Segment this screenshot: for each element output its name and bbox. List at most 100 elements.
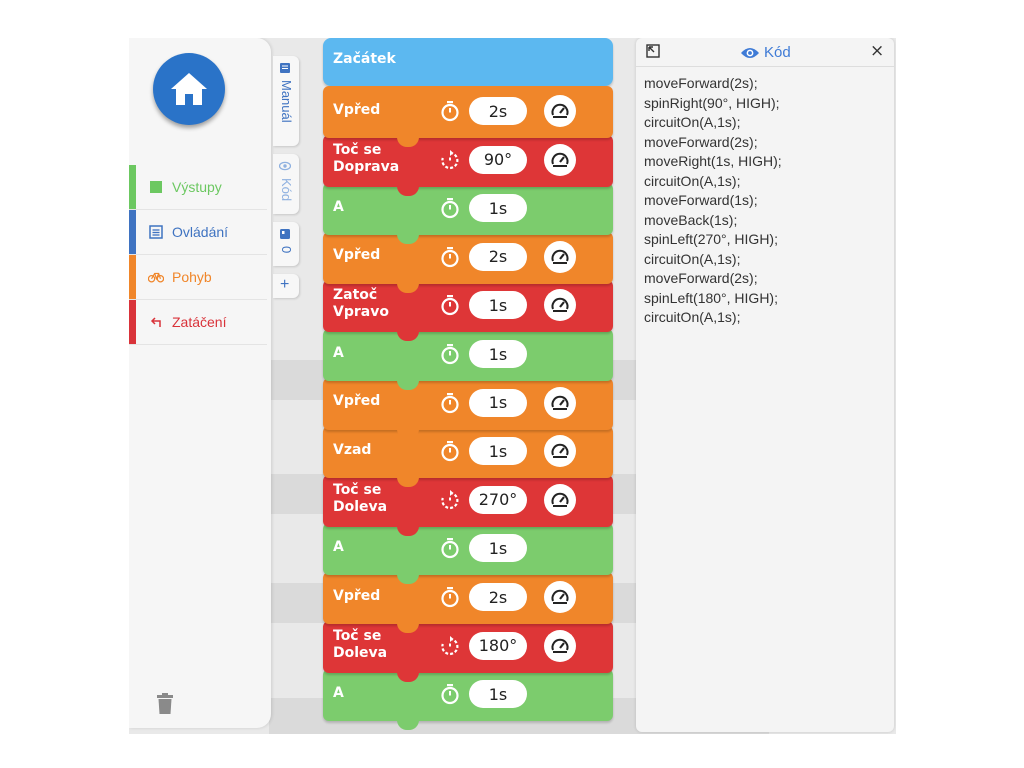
code-line: moveForward(1s); (644, 192, 758, 208)
eye-icon (741, 47, 759, 58)
program-block[interactable]: Toč se Doleva 180° (323, 620, 613, 682)
block-connector (397, 477, 419, 488)
block-connector (397, 137, 419, 147)
speedometer-icon[interactable] (544, 289, 576, 322)
block-value-input[interactable]: 90° (469, 145, 527, 174)
tab-zero[interactable]: 0 (273, 222, 299, 266)
code-listing: moveForward(2s); spinRight(90°, HIGH); cir… (644, 74, 782, 328)
code-line: moveForward(2s); (644, 270, 758, 286)
category-label: Zatáčení (172, 314, 227, 330)
block-label: Toč se Doprava (333, 141, 400, 175)
block-value-input[interactable]: 1s (469, 680, 527, 709)
block-value-input[interactable]: 270° (469, 485, 527, 514)
speedometer-icon[interactable] (544, 143, 576, 176)
stopwatch-icon (439, 440, 461, 462)
start-block[interactable]: Začátek (323, 38, 613, 86)
block-label: Toč se Doleva (333, 627, 388, 661)
stopwatch-icon (439, 197, 461, 219)
block-connector (397, 185, 419, 196)
stopwatch-icon (439, 683, 461, 705)
block-label: Vpřed (333, 587, 381, 604)
expand-icon[interactable] (646, 44, 660, 58)
program-block[interactable]: A 1s (323, 329, 613, 390)
square-icon (148, 179, 164, 195)
home-button[interactable] (153, 53, 225, 125)
code-line: spinLeft(270°, HIGH); (644, 231, 778, 247)
category-vystupy[interactable]: Výstupy (129, 165, 267, 210)
category-color-bar (129, 300, 136, 344)
speedometer-icon[interactable] (544, 483, 576, 516)
category-zataceni[interactable]: Zatáčení (129, 300, 267, 345)
program-block[interactable]: A 1s (323, 523, 613, 585)
block-value-input[interactable]: 180° (469, 631, 527, 660)
speedometer-icon[interactable] (544, 629, 576, 662)
category-ovladani[interactable]: Ovládání (129, 210, 267, 255)
program-block[interactable]: A 1s (323, 183, 613, 245)
speedometer-icon[interactable] (544, 386, 576, 419)
rotate-icon (439, 635, 461, 657)
rotate-icon (439, 489, 461, 511)
program-block[interactable]: Vpřed 2s (323, 572, 613, 633)
speedometer-icon[interactable] (544, 240, 576, 273)
speedometer-icon[interactable] (544, 581, 576, 613)
close-button[interactable]: × (870, 41, 885, 61)
list-icon (148, 224, 164, 240)
block-connector (397, 380, 419, 390)
code-line: circuitOn(A,1s); (644, 114, 741, 130)
program-block[interactable]: Vzad 1s (323, 426, 613, 488)
code-line: moveForward(2s); (644, 75, 758, 91)
block-label: Toč se Doleva (333, 481, 388, 515)
eye-icon (279, 161, 291, 171)
stopwatch-icon (439, 537, 461, 559)
category-pohyb[interactable]: Pohyb (129, 255, 267, 300)
block-value-input[interactable]: 1s (469, 437, 527, 466)
program-block[interactable]: Vpřed 2s (323, 231, 613, 293)
block-value-input[interactable]: 1s (469, 340, 527, 368)
program-block[interactable]: Toč se Doprava 90° (323, 134, 613, 196)
block-value-input[interactable]: 2s (469, 583, 527, 611)
block-value-input[interactable]: 1s (469, 534, 527, 563)
trash-button[interactable] (156, 693, 174, 719)
stopwatch-icon (439, 100, 461, 122)
bicycle-icon (148, 269, 164, 285)
tab-add[interactable]: + (273, 274, 299, 298)
block-connector (397, 720, 419, 731)
speedometer-icon[interactable] (544, 435, 576, 468)
speedometer-icon[interactable] (544, 95, 576, 127)
code-line: circuitOn(A,1s); (644, 172, 741, 189)
stopwatch-icon (439, 294, 461, 316)
code-line: spinLeft(180°, HIGH); (644, 289, 778, 306)
program-block[interactable]: Vpřed 1s (323, 377, 613, 439)
start-block-label: Začátek (333, 51, 396, 67)
tab-manual-label: Manuál (279, 80, 294, 123)
program-block[interactable]: Vpřed 2s (323, 86, 613, 147)
code-line: spinRight(90°, HIGH); (644, 94, 780, 111)
block-label: Vzad (333, 441, 372, 458)
block-value-input[interactable]: 2s (469, 97, 527, 125)
app-workspace: Výstupy Ovládání Pohyb Zatáčení (129, 38, 896, 734)
stopwatch-icon (439, 586, 461, 608)
block-value-input[interactable]: 1s (469, 291, 527, 320)
tab-kod[interactable]: Kód (273, 154, 299, 214)
block-connector (397, 623, 419, 633)
sidebar: Výstupy Ovládání Pohyb Zatáčení (129, 38, 271, 728)
category-color-bar (129, 255, 136, 299)
block-label: Vpřed (333, 247, 381, 264)
tab-manual[interactable]: Manuál (273, 56, 299, 146)
block-label: Zatoč Vpravo (333, 287, 389, 321)
code-line: moveRight(1s, HIGH); (644, 153, 782, 169)
block-connector (397, 234, 419, 245)
block-connector (397, 428, 419, 439)
stopwatch-icon (439, 343, 461, 365)
block-label: Vpřed (333, 101, 381, 118)
block-value-input[interactable]: 2s (469, 242, 527, 271)
block-connector (397, 671, 419, 682)
program-block[interactable]: A 1s (323, 669, 613, 731)
block-connector (397, 282, 419, 293)
program-block[interactable]: Toč se Doleva 270° (323, 474, 613, 536)
block-value-input[interactable]: 1s (469, 388, 527, 417)
trash-icon (157, 693, 173, 714)
program-block[interactable]: Zatoč Vpravo 1s (323, 280, 613, 342)
block-label: A (333, 684, 344, 701)
block-value-input[interactable]: 1s (469, 194, 527, 223)
